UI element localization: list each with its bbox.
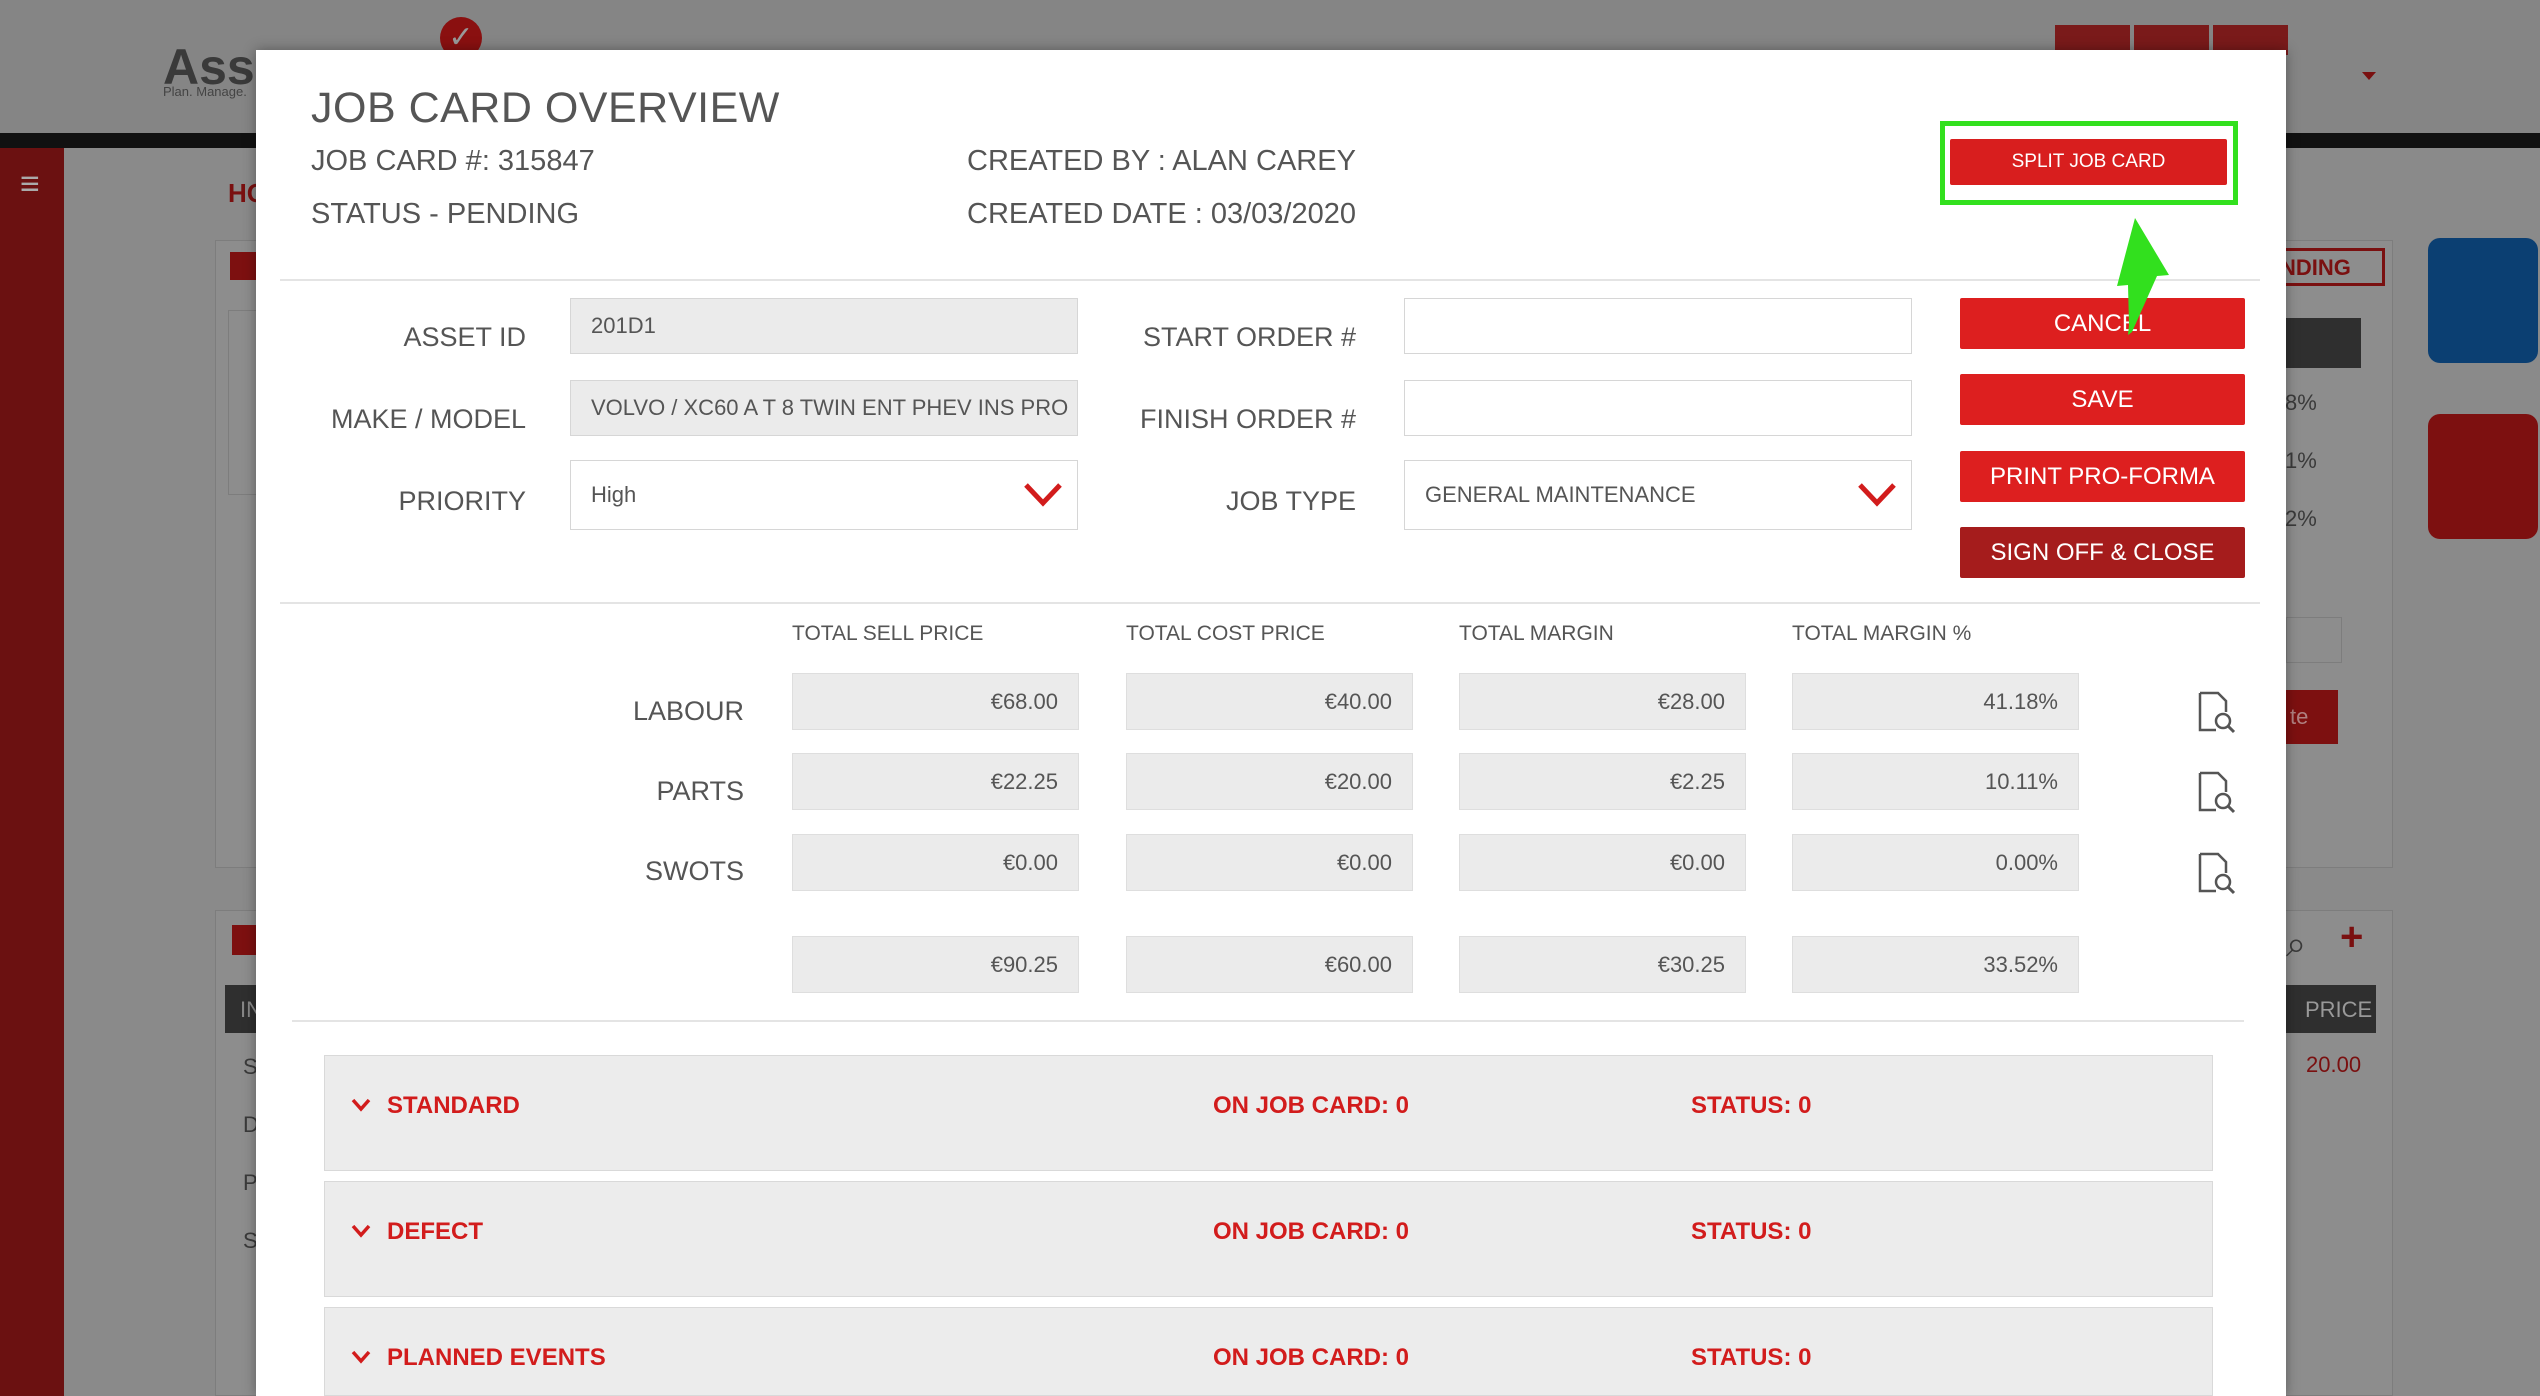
section-on-job-card: ON JOB CARD: 0 — [1213, 1218, 1410, 1245]
swots-margin: €0.00 — [1459, 834, 1746, 891]
priority-label: PRIORITY — [398, 486, 526, 516]
bg-dropdown-chevron-icon[interactable] — [2286, 617, 2342, 663]
parts-label: PARTS — [656, 776, 744, 806]
swots-margin-percent: 0.00% — [1792, 834, 2079, 891]
grand-total-cost: €60.00 — [1126, 936, 1413, 993]
bg-percent-3: 2% — [2285, 506, 2317, 531]
bg-row-letter-3: P — [243, 1170, 258, 1195]
bg-price-value: 20.00 — [2306, 1052, 2362, 1077]
bg-partial-button[interactable]: te — [2286, 690, 2338, 744]
split-button-highlight — [1940, 121, 2238, 205]
bg-row-letter-1: S — [243, 1054, 258, 1079]
bg-image-frame — [228, 310, 258, 495]
section-on-job-card: ON JOB CARD: 0 — [1213, 1092, 1410, 1119]
plus-icon[interactable]: + — [2340, 915, 2364, 959]
make-model-label: MAKE / MODEL — [330, 404, 526, 434]
bg-price-header — [2286, 985, 2376, 1033]
section-title: STANDARD — [387, 1092, 520, 1119]
app-tagline: Plan. Manage. — [163, 84, 247, 99]
document-search-icon[interactable]: ⌕ — [2286, 923, 2307, 964]
bg-price-header-label: PRICE — [2305, 997, 2373, 1022]
grand-total-margin-percent: 33.52% — [1792, 936, 2079, 993]
bg-lower-panel-icon — [232, 925, 258, 955]
parts-margin-percent: 10.11% — [1792, 753, 2079, 810]
section-status: STATUS: 0 — [1691, 1218, 1812, 1245]
section-title: DEFECT — [387, 1218, 483, 1245]
section-on-job-card: ON JOB CARD: 0 — [1213, 1344, 1410, 1371]
labour-margin: €28.00 — [1459, 673, 1746, 730]
chevron-down-icon — [351, 1224, 371, 1238]
swots-cost: €0.00 — [1126, 834, 1413, 891]
swots-label: SWOTS — [645, 856, 744, 886]
job-type-label: JOB TYPE — [1225, 486, 1356, 516]
hamburger-icon[interactable]: ≡ — [20, 165, 40, 203]
parts-cost: €20.00 — [1126, 753, 1413, 810]
total-margin-header: TOTAL MARGIN — [1459, 622, 1614, 645]
labour-cost: €40.00 — [1126, 673, 1413, 730]
chevron-down-icon — [351, 1350, 371, 1364]
parts-margin: €2.25 — [1459, 753, 1746, 810]
info-icon — [230, 252, 256, 280]
job-card-overview-modal: JOB CARD OVERVIEW JOB CARD #: 315847 STA… — [256, 50, 2286, 1396]
bg-percent-2: 1% — [2285, 448, 2317, 473]
print-pro-forma-button[interactable]: PRINT PRO-FORMA — [1960, 451, 2245, 502]
grand-total-sell: €90.25 — [792, 936, 1079, 993]
created-by: CREATED BY : ALAN CAREY — [967, 145, 1356, 177]
bg-percent-1: 8% — [2285, 390, 2317, 415]
status-badge-label: NDING — [2280, 255, 2351, 280]
total-cost-price-header: TOTAL COST PRICE — [1126, 622, 1325, 645]
swots-sell: €0.00 — [792, 834, 1079, 891]
modal-title: JOB CARD OVERVIEW — [311, 84, 780, 132]
job-card-status: STATUS - PENDING — [311, 198, 579, 230]
labour-margin-percent: 41.18% — [1792, 673, 2079, 730]
finish-order-input[interactable] — [1404, 380, 1912, 436]
created-date: CREATED DATE : 03/03/2020 — [967, 198, 1356, 230]
parts-sell: €22.25 — [792, 753, 1079, 810]
bg-table-head-left — [225, 985, 257, 1033]
labour-label: LABOUR — [632, 696, 744, 726]
asset-id-label: ASSET ID — [403, 322, 526, 352]
document-search-icon[interactable] — [2194, 690, 2238, 734]
divider — [280, 602, 2260, 604]
document-search-icon[interactable] — [2194, 851, 2238, 895]
section-status: STATUS: 0 — [1691, 1344, 1812, 1371]
start-order-label: START ORDER # — [1142, 322, 1356, 352]
job-card-number: JOB CARD #: 315847 — [311, 145, 595, 177]
section-title: PLANNED EVENTS — [387, 1344, 606, 1371]
bg-partial-button-label: te — [2290, 704, 2309, 729]
total-margin-percent-header: TOTAL MARGIN % — [1792, 622, 1972, 645]
section-standard[interactable]: STANDARD ON JOB CARD: 0 STATUS: 0 — [324, 1055, 2213, 1171]
bg-row-letter-4: S — [243, 1228, 258, 1253]
user-menu-caret-icon[interactable] — [2362, 72, 2376, 80]
start-order-input[interactable] — [1404, 298, 1912, 354]
divider — [292, 1020, 2244, 1022]
total-sell-price-header: TOTAL SELL PRICE — [792, 622, 984, 645]
section-status: STATUS: 0 — [1691, 1092, 1812, 1119]
bg-row-letter-2: D — [243, 1112, 259, 1137]
asset-id-field[interactable]: 201D1 — [570, 298, 1078, 354]
cancel-button[interactable]: CANCEL — [1960, 298, 2245, 349]
grand-total-margin: €30.25 — [1459, 936, 1746, 993]
finish-order-label: FINISH ORDER # — [1139, 404, 1356, 434]
bg-table-header — [2286, 318, 2361, 368]
app-sidebar — [0, 148, 64, 1396]
edit-tile-red[interactable] — [2428, 414, 2538, 539]
chevron-down-icon — [1858, 483, 1896, 507]
sign-off-close-button[interactable]: SIGN OFF & CLOSE — [1960, 527, 2245, 578]
job-type-select[interactable]: GENERAL MAINTENANCE — [1404, 460, 1912, 530]
chevron-down-icon — [1024, 483, 1062, 507]
priority-select[interactable]: High — [570, 460, 1078, 530]
split-job-card-button[interactable]: SPLIT JOB CARD — [1950, 139, 2227, 185]
section-defect[interactable]: DEFECT ON JOB CARD: 0 STATUS: 0 — [324, 1181, 2213, 1297]
section-planned-events[interactable]: PLANNED EVENTS ON JOB CARD: 0 STATUS: 0 — [324, 1307, 2213, 1396]
save-button[interactable]: SAVE — [1960, 374, 2245, 425]
divider — [280, 279, 2260, 281]
chevron-down-icon — [351, 1098, 371, 1112]
labour-sell: €68.00 — [792, 673, 1079, 730]
job-type-value: GENERAL MAINTENANCE — [1425, 482, 1696, 507]
priority-value: High — [591, 482, 637, 507]
edit-tile-blue[interactable] — [2428, 238, 2538, 363]
document-search-icon[interactable] — [2194, 770, 2238, 814]
make-model-field[interactable]: VOLVO / XC60 A T 8 TWIN ENT PHEV INS PRO — [570, 380, 1078, 436]
